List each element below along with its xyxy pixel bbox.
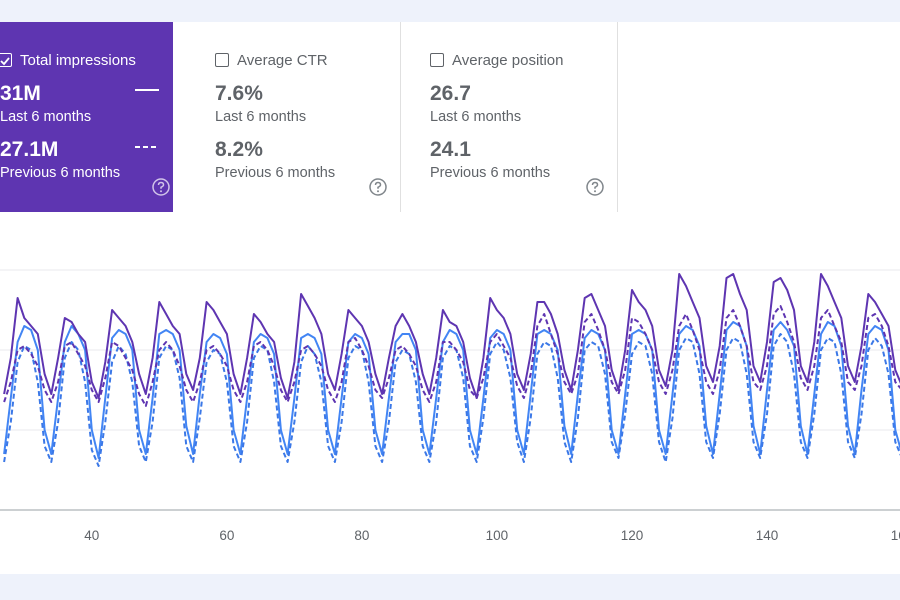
current-period: Last 6 months (430, 109, 522, 125)
previous-period: Previous 6 months (430, 165, 551, 181)
x-tick-label: 40 (84, 528, 99, 543)
x-tick-label: 120 (621, 528, 644, 543)
current-value: 26.7 (430, 82, 471, 105)
line-key (135, 89, 159, 148)
checkbox[interactable] (430, 53, 444, 67)
series-line (3, 333, 900, 467)
checkbox[interactable] (215, 53, 229, 67)
metric-label: Average position (452, 52, 564, 69)
metric-card[interactable]: Total impressions 31M Last 6 months 27.1M Pr… (0, 22, 173, 212)
previous-period: Previous 6 months (215, 165, 336, 181)
previous-value: 27.1M (0, 138, 59, 161)
x-tick-label: 80 (354, 528, 369, 543)
metric-label: Average CTR (237, 52, 328, 69)
checkbox[interactable] (0, 53, 12, 67)
previous-period: Previous 6 months (0, 165, 121, 181)
x-tick-label: 140 (756, 528, 779, 543)
x-tick-label: 60 (219, 528, 234, 543)
check-mark (0, 57, 10, 66)
metric-card[interactable]: Average position 26.7 Last 6 months 24.1 Pre… (402, 22, 618, 212)
current-value: 7.6% (215, 82, 263, 105)
previous-value: 24.1 (430, 138, 471, 161)
help-icon[interactable] (151, 177, 171, 197)
current-value: 31M (0, 82, 41, 105)
series-line (3, 321, 900, 459)
current-period: Last 6 months (0, 109, 92, 125)
current-period: Last 6 months (215, 109, 307, 125)
x-tick-label: 100 (486, 528, 509, 543)
metric-card[interactable]: Average CTR 7.6% Last 6 months 8.2% Previous… (187, 22, 401, 212)
metric-label: Total impressions (20, 52, 136, 69)
x-tick-label: 160 (891, 528, 900, 543)
help-icon[interactable] (368, 177, 388, 197)
series-line (3, 273, 900, 399)
help-icon[interactable] (585, 177, 605, 197)
previous-value: 8.2% (215, 138, 263, 161)
